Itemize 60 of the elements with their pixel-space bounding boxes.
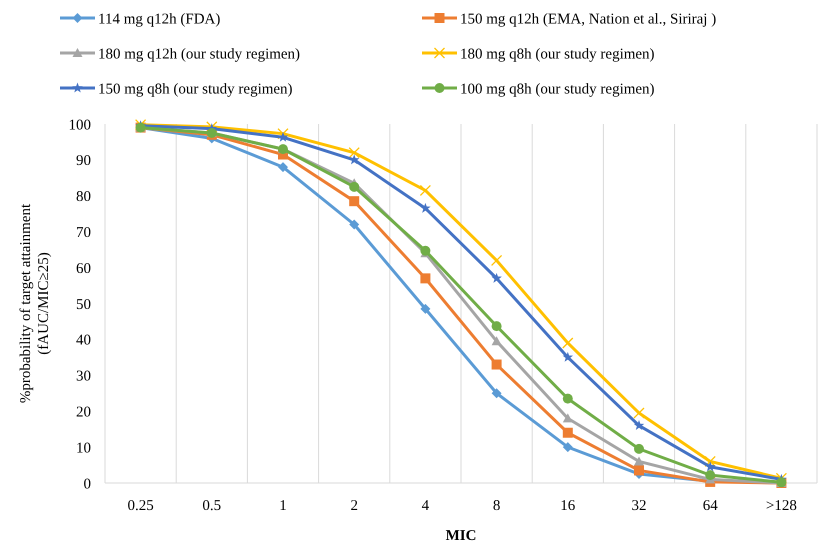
point <box>420 202 431 213</box>
y-tick-label: 20 <box>76 404 91 420</box>
point <box>348 147 360 158</box>
point <box>349 220 360 230</box>
x-tick-label: 0.5 <box>202 498 222 514</box>
y-tick-label: 100 <box>68 117 91 134</box>
point <box>634 444 644 454</box>
point <box>492 321 502 332</box>
x-axis-title: MIC <box>446 528 476 544</box>
point <box>704 456 716 468</box>
point <box>490 254 502 266</box>
point <box>349 182 360 192</box>
point <box>420 184 432 196</box>
y-tick-label: 80 <box>76 189 91 206</box>
point <box>491 272 502 283</box>
legend-label: 150 mg q8h (our study regimen) <box>98 81 293 98</box>
point <box>562 413 573 422</box>
legend-label: 100 mg q8h (our study regimen) <box>460 81 655 98</box>
point <box>492 388 502 398</box>
x-tick-label: 8 <box>492 498 500 514</box>
legend-label: 180 mg q8h (our study regimen) <box>460 46 655 62</box>
point <box>562 428 573 438</box>
point <box>562 442 573 452</box>
x-tick-label: 16 <box>560 498 576 514</box>
x-tick-label: >128 <box>766 498 797 514</box>
x-tick-label: 64 <box>702 498 718 514</box>
x-tick-label: 32 <box>632 498 646 514</box>
x-tick-label: 4 <box>422 498 430 514</box>
y-tick-label: 70 <box>76 224 91 241</box>
point <box>420 273 430 284</box>
point <box>704 461 716 472</box>
point <box>562 394 573 404</box>
legend-label: 114 mg q12h (FDA) <box>98 11 220 28</box>
x-tick-label: 1 <box>279 498 287 514</box>
y-tick-label: 50 <box>76 296 91 313</box>
point <box>634 465 644 476</box>
y-tick-label: 0 <box>84 476 91 492</box>
point <box>277 128 289 140</box>
y-tick-label: 60 <box>76 260 91 277</box>
x-tick-label: 2 <box>350 498 358 514</box>
y-tick-label: 30 <box>76 368 91 385</box>
point <box>634 420 644 430</box>
point <box>492 336 502 346</box>
y-tick-label: 10 <box>76 440 91 456</box>
x-tick-label: 0.25 <box>127 498 154 514</box>
point <box>562 337 574 349</box>
point <box>349 196 360 206</box>
point <box>492 360 502 370</box>
legend-label: 180 mg q12h (our study regimen) <box>98 46 300 62</box>
point <box>278 162 288 172</box>
point <box>633 407 645 419</box>
y-tick-label: 40 <box>76 332 91 349</box>
y-axis-title: %probability of target attainment (fAUC/MIC≥25) <box>18 203 52 404</box>
legend-label: 150 mg q12h (EMA, Nation et al., Siriraj ) <box>460 11 716 28</box>
point <box>705 470 716 480</box>
point <box>634 456 644 466</box>
y-tick-label: 90 <box>76 153 91 170</box>
point <box>420 304 430 314</box>
point <box>420 246 430 256</box>
point <box>562 352 574 362</box>
